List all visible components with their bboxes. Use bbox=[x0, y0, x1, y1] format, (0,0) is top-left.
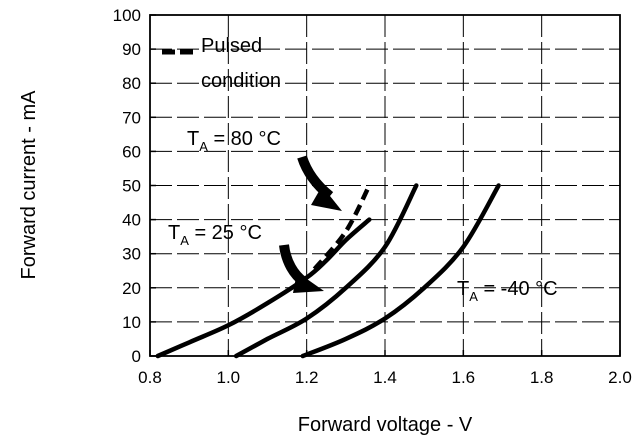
y-tick-label: 90 bbox=[122, 40, 141, 59]
arrow-80-head bbox=[311, 186, 342, 211]
x-tick-label: 1.8 bbox=[530, 368, 554, 387]
x-tick-label: 1.6 bbox=[452, 368, 476, 387]
y-tick-label: 20 bbox=[122, 279, 141, 298]
y-tick-label: 10 bbox=[122, 313, 141, 332]
axis-ticks: 0.8 1.0 1.2 1.4 1.6 1.8 2.0 0 10 20 30 40 50 60 70 80 90… bbox=[113, 6, 632, 387]
y-tick-label: 60 bbox=[122, 142, 141, 161]
y-tick-label: 70 bbox=[122, 108, 141, 127]
grid-lines bbox=[150, 15, 620, 356]
series-ta-25-curve bbox=[233, 183, 419, 359]
legend-text-line2: condition bbox=[201, 70, 281, 92]
x-tick-label: 1.2 bbox=[295, 368, 319, 387]
y-tick-label: 80 bbox=[122, 74, 141, 93]
arrow-25-head bbox=[293, 272, 324, 293]
legend: Pulsed condition bbox=[162, 35, 281, 92]
annotation-ta-minus40: TA = -40 °C bbox=[457, 278, 558, 304]
y-tick-label: 100 bbox=[113, 6, 141, 25]
annotation-ta-80-main: T bbox=[187, 128, 199, 150]
data-series bbox=[155, 183, 501, 359]
series-ta-80-curve bbox=[155, 217, 372, 359]
annotation-ta-80-value: = 80 °C bbox=[208, 128, 281, 150]
x-tick-label: 0.8 bbox=[138, 368, 162, 387]
annotation-ta-25-main: T bbox=[168, 222, 180, 244]
annotation-ta-minus40-main: T bbox=[457, 278, 469, 300]
y-tick-label: 0 bbox=[132, 347, 141, 366]
y-tick-label: 50 bbox=[122, 177, 141, 196]
annotation-ta-80: TA = 80 °C bbox=[187, 128, 281, 154]
legend-text-line1: Pulsed bbox=[201, 35, 262, 57]
annotation-ta-25-sub: A bbox=[180, 233, 189, 248]
annotation-ta-25-value: = 25 °C bbox=[189, 222, 262, 244]
y-axis-label: Forward current - mA bbox=[18, 90, 40, 280]
annotation-ta-minus40-sub: A bbox=[469, 289, 478, 304]
annotation-ta-25: TA = 25 °C bbox=[168, 222, 262, 248]
x-axis-label: Forward voltage - V bbox=[298, 414, 473, 436]
x-tick-label: 1.4 bbox=[373, 368, 397, 387]
x-tick-label: 1.0 bbox=[217, 368, 241, 387]
y-tick-label: 40 bbox=[122, 211, 141, 230]
y-tick-label: 30 bbox=[122, 245, 141, 264]
annotation-ta-80-sub: A bbox=[199, 139, 208, 154]
series-ta-80-curve-pulsed-dashed bbox=[312, 184, 372, 271]
annotation-ta-minus40-value: = -40 °C bbox=[478, 278, 558, 300]
x-tick-label: 2.0 bbox=[608, 368, 632, 387]
series-ta-minus40-curve bbox=[300, 183, 501, 359]
